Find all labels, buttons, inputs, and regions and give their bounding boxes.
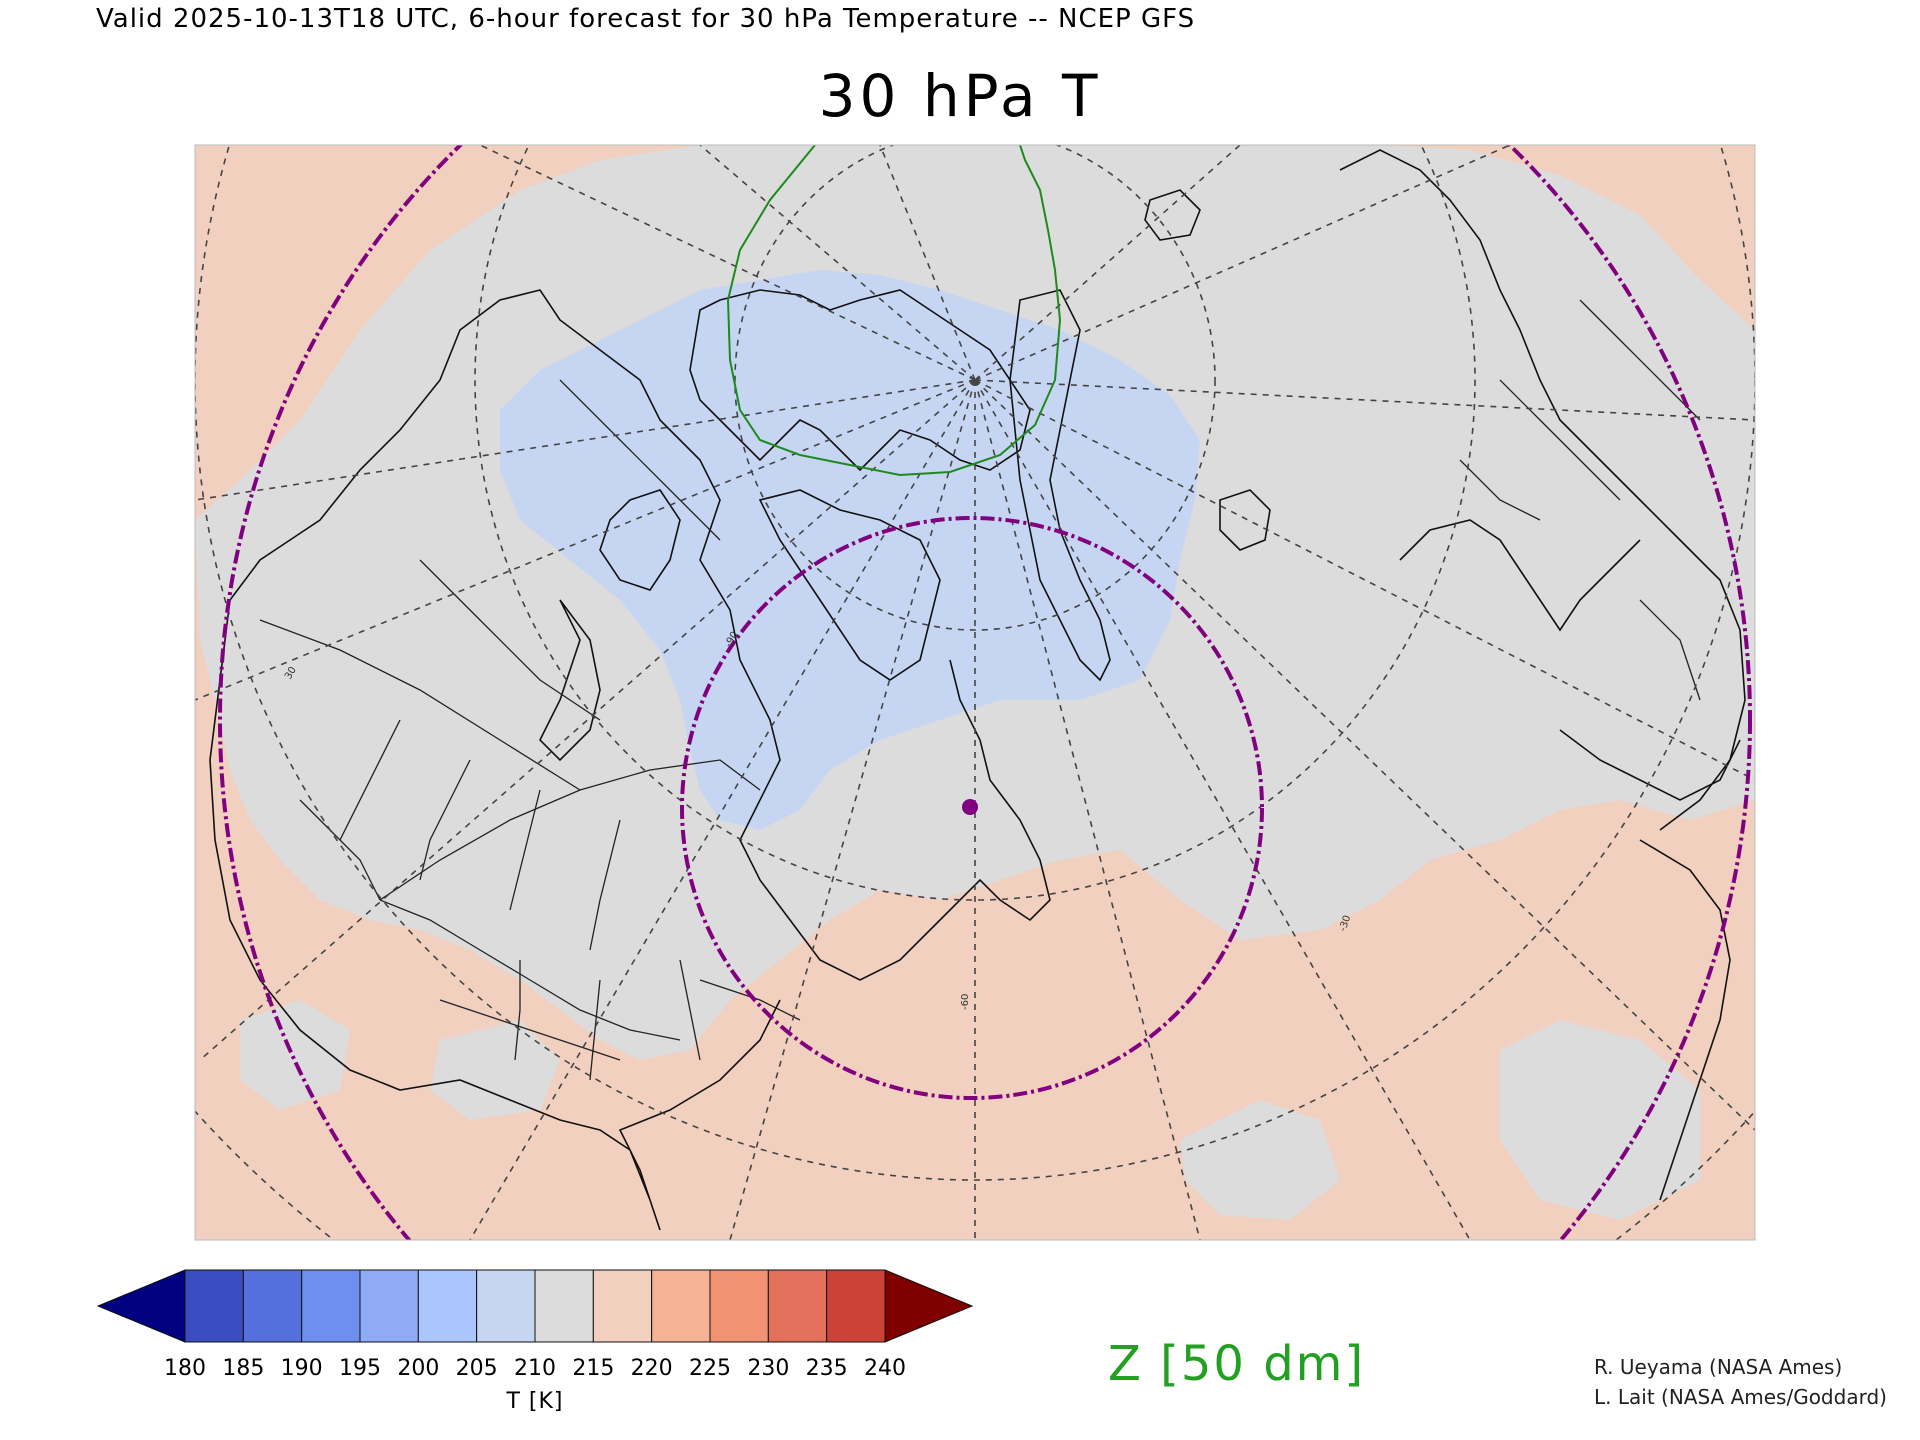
colorbar-swatch [242, 1269, 303, 1343]
colorbar-swatch [767, 1269, 828, 1343]
colorbar-max-arrow [884, 1269, 974, 1343]
geopotential-contour [726, 145, 1062, 477]
forecast-header: Valid 2025-10-13T18 UTC, 6-hour forecast… [96, 4, 1196, 34]
colorbar-tick-label: 215 [572, 1356, 615, 1381]
colorbar-swatch [301, 1269, 361, 1343]
colorbar-swatch [534, 1269, 594, 1343]
colorbar-tick-label: 180 [164, 1356, 206, 1381]
colorbar-min-arrow [96, 1269, 186, 1343]
colorbar-swatch [826, 1269, 886, 1343]
graticule-label: -30 [1337, 914, 1353, 933]
colorbar-tick-label: 200 [397, 1356, 440, 1381]
cold-temperature-region [500, 270, 1200, 830]
political-boundaries [259, 299, 1701, 1081]
map-frame [194, 144, 1756, 1241]
colorbar-swatch [184, 1269, 244, 1343]
credit-line-1: R. Ueyama (NASA Ames) [1594, 1355, 1843, 1379]
coastlines [209, 149, 1746, 1231]
colorbar-tick-label: 230 [747, 1356, 790, 1381]
outer-purple-circle [218, 145, 1752, 1240]
colorbar [96, 1269, 974, 1343]
colorbar-tick-label: 185 [222, 1356, 265, 1381]
colorbar-tick-label: 240 [864, 1356, 906, 1381]
colorbar-swatch [651, 1269, 711, 1343]
colorbar-tick-label: 210 [514, 1356, 556, 1381]
colorbar-tick-label: 195 [339, 1356, 381, 1381]
point-marker [962, 799, 978, 815]
colorbar-swatch [476, 1269, 536, 1343]
credit-line-2: L. Lait (NASA Ames/Goddard) [1594, 1385, 1887, 1409]
colorbar-swatch [592, 1269, 653, 1343]
colorbar-tick-label: 205 [455, 1356, 498, 1381]
graticule-label: -60 [960, 994, 971, 1010]
colorbar-swatch [359, 1269, 419, 1343]
z-contour-legend: Z [50 dm] [1108, 1336, 1366, 1392]
colorbar-tick-label: 190 [280, 1356, 323, 1381]
inner-purple-circle [680, 516, 1264, 1100]
map-title: 30 hPa T [818, 62, 1102, 130]
colorbar-swatch [417, 1269, 478, 1343]
colorbar-unit: T [K] [506, 1389, 564, 1414]
colorbar-tick-label: 235 [805, 1356, 848, 1381]
colorbar-tick-label: 225 [689, 1356, 731, 1381]
colorbar-swatch [709, 1269, 769, 1343]
purple-circles [218, 145, 1752, 1240]
colorbar-tick-label: 220 [630, 1356, 673, 1381]
